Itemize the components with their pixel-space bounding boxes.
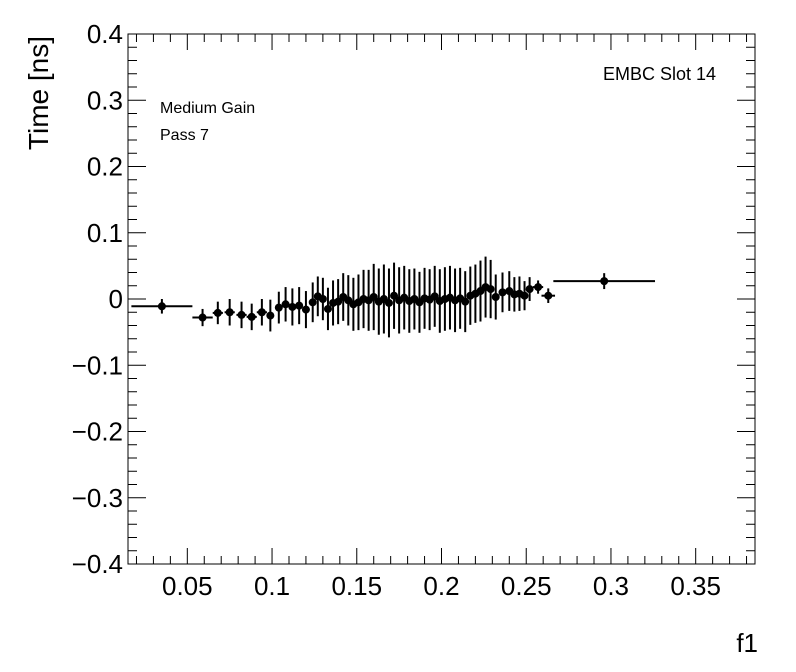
y-tick-label: 0.2 [87,152,123,182]
point-marker [430,292,439,301]
y-tick-label: 0 [109,284,123,314]
point-marker [525,285,534,294]
data-point [461,271,470,333]
data-point [323,287,332,331]
point-marker [384,298,393,307]
data-point [192,308,213,327]
slot-annotation: EMBC Slot 14 [603,64,716,84]
data-point [390,262,399,329]
point-marker [600,277,609,286]
y-tick-label: −0.3 [72,483,123,513]
point-marker [390,291,399,300]
point-marker [295,301,304,310]
data-point [395,267,404,334]
data-point [308,282,317,323]
data-point [369,263,378,331]
x-tick-label: 0.15 [331,571,382,601]
data-point [212,301,223,325]
data-point [131,299,193,314]
point-marker [318,295,327,303]
point-marker [198,313,207,322]
y-tick-label: 0.4 [87,19,123,49]
x-tick-label: 0.25 [501,571,552,601]
y-tick-label: −0.2 [72,417,123,447]
data-point [274,291,283,324]
y-tick-label: 0.3 [87,85,123,115]
point-marker [491,293,500,302]
point-marker [225,308,234,317]
point-marker [266,311,275,320]
data-point [498,272,507,313]
data-point [384,268,393,338]
y-tick-label: −0.4 [72,549,123,579]
x-tick-label: 0.2 [423,571,459,601]
data-point [486,259,495,319]
x-axis-label: f1 [736,628,758,658]
y-axis-label: Time [ns] [23,36,54,150]
point-marker [461,297,470,306]
data-point [491,274,500,320]
data-point [520,281,529,311]
point-marker [157,302,166,311]
point-marker [369,293,378,302]
data-point [553,273,656,290]
point-marker [520,291,529,300]
point-marker [288,302,297,311]
x-tick-label: 0.3 [593,571,629,601]
point-marker [247,312,256,321]
x-tick-label: 0.05 [162,571,213,601]
y-tick-labels: −0.4 −0.3 −0.2 −0.1 0 0.1 0.2 0.3 0.4 [72,19,123,579]
data-point [266,299,275,332]
x-tick-label: 0.1 [254,571,290,601]
point-marker [301,305,310,314]
point-marker [486,285,495,294]
point-marker [323,304,332,313]
data-point [224,299,235,326]
data-point [288,288,297,326]
point-marker [544,291,553,300]
data-point [456,267,465,329]
y-tick-label: 0.1 [87,218,123,248]
data-point [301,291,310,329]
data-point [295,287,304,325]
gain-annotation: Medium Gain [160,100,255,117]
point-marker [308,298,317,307]
x-tick-labels: 0.05 0.1 0.15 0.2 0.25 0.3 0.35 [162,571,721,601]
data-point [541,288,556,303]
point-marker [237,310,246,319]
data-points [131,256,656,338]
data-point [281,287,290,322]
x-tick-label: 0.35 [670,571,721,601]
point-marker [498,288,507,297]
data-point [334,279,343,325]
point-marker [281,300,290,309]
point-marker [334,297,343,306]
data-point [236,301,247,329]
data-point [533,280,544,294]
pass-annotation: Pass 7 [160,127,209,144]
data-point [430,265,439,327]
data-point [246,303,257,331]
point-marker [213,308,222,317]
data-point [318,277,327,321]
point-marker [257,308,266,317]
axis-ticks [128,33,755,565]
point-marker [274,303,283,312]
data-point [525,277,534,301]
y-tick-label: −0.1 [72,350,123,380]
data-point [451,268,460,333]
point-marker [534,283,543,292]
data-point [256,299,267,326]
